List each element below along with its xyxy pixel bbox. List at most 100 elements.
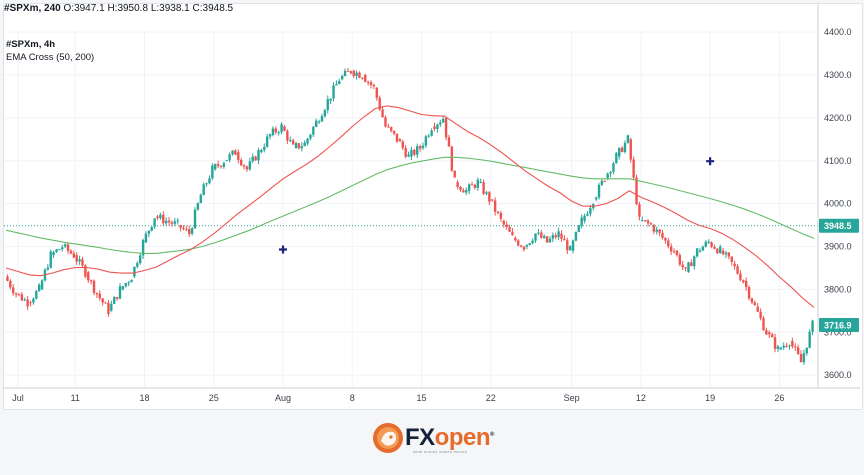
candle-body [113, 296, 116, 304]
candle-body [231, 150, 234, 155]
candle-body [765, 330, 768, 335]
candle-body [805, 347, 808, 354]
candle-body [493, 200, 497, 212]
candle-body [799, 354, 803, 363]
candle-body [551, 235, 555, 239]
candle-body [254, 156, 257, 161]
candle-body [297, 143, 301, 149]
candle-body [185, 228, 188, 230]
x-tick-label: Jul [12, 393, 24, 403]
candle-body [384, 117, 387, 127]
candle-body [568, 246, 572, 251]
candle-body [268, 134, 272, 137]
high-label: H: [107, 3, 118, 14]
candle-body [61, 247, 64, 250]
candle-body [580, 217, 583, 226]
candle-body [277, 132, 280, 134]
candle-body [271, 128, 275, 136]
candle-body [808, 331, 811, 348]
candle-body [107, 302, 110, 315]
ema-lines [5, 105, 815, 308]
candle-body [453, 170, 456, 178]
candle-body [32, 298, 35, 303]
candle-body [89, 280, 93, 282]
candle-body [652, 225, 656, 232]
candle-body [176, 220, 179, 222]
candle-body [372, 85, 376, 87]
candle-body [690, 262, 693, 267]
x-tick-label: 26 [774, 393, 784, 403]
candle-body [811, 320, 814, 332]
candle-body [762, 318, 765, 331]
candle-body [646, 220, 650, 224]
candle-body [312, 126, 315, 135]
candle-body [514, 237, 517, 241]
candle-body [355, 72, 358, 76]
candle-body [502, 220, 505, 225]
candle-body [491, 199, 494, 201]
candle-body [164, 220, 168, 224]
y-tick-label: 3600.0 [824, 370, 852, 380]
candle-body [398, 139, 402, 142]
candle-body [612, 163, 615, 172]
candle-body [618, 147, 621, 157]
candle-body [346, 70, 350, 72]
candle-body [395, 133, 399, 142]
candle-body [635, 177, 638, 205]
candlestick-chart[interactable]: 4400.0 4300.0 4200.0 4100.0 4000.0 3900.0 3800… [0, 0, 864, 410]
candle-body [133, 266, 136, 277]
candle-body [242, 165, 246, 167]
candle-body [716, 248, 719, 254]
candle-body [606, 173, 609, 178]
candle-body [719, 246, 722, 254]
candle-body [188, 229, 191, 235]
y-tick-label: 4300.0 [824, 70, 852, 80]
candle-body [35, 290, 38, 299]
candle-body [170, 222, 174, 224]
ema-cross-marker [706, 157, 715, 166]
candle-body [796, 347, 800, 355]
candle-body [263, 146, 266, 151]
candle-body [98, 293, 101, 299]
candle-body [563, 238, 566, 241]
candle-body [381, 109, 384, 118]
candle-body [101, 298, 104, 303]
current-price-tag: 3948.5 [824, 221, 852, 231]
candle-body [81, 259, 84, 266]
candle-body [479, 182, 482, 184]
candle-body [352, 70, 355, 76]
candle-body [609, 171, 612, 174]
candle-body [55, 249, 58, 252]
candle-body [404, 147, 407, 157]
candle-body [433, 126, 436, 130]
candle-body [239, 159, 243, 166]
candle-body [104, 302, 107, 304]
candle-body [309, 134, 312, 139]
candle-body [436, 124, 439, 130]
candle-body [733, 263, 736, 267]
candle-body [638, 204, 641, 217]
candle-body [747, 287, 751, 299]
candle-body [450, 146, 454, 171]
candle-body [49, 251, 52, 268]
candle-body [234, 150, 237, 155]
candle-body [675, 250, 679, 256]
candle-body [338, 81, 341, 85]
high-value: 3950.8 [117, 3, 149, 14]
candle-body [407, 154, 410, 157]
candle-body [182, 227, 185, 229]
candle-body [159, 214, 162, 219]
candle-body [534, 233, 537, 241]
candle-body [136, 263, 139, 267]
close-value: 3948.5 [202, 3, 234, 14]
candle-body [358, 72, 361, 78]
x-tick-label: 19 [705, 393, 715, 403]
candle-body [667, 240, 670, 247]
candle-body [6, 276, 9, 281]
candle-body [237, 152, 240, 160]
candle-body [141, 239, 145, 256]
candle-body [548, 238, 552, 243]
candle-body [485, 192, 488, 194]
ema-cross-marker [279, 245, 288, 254]
axes: 4400.0 4300.0 4200.0 4100.0 4000.0 3900.0 3800… [3, 3, 860, 403]
